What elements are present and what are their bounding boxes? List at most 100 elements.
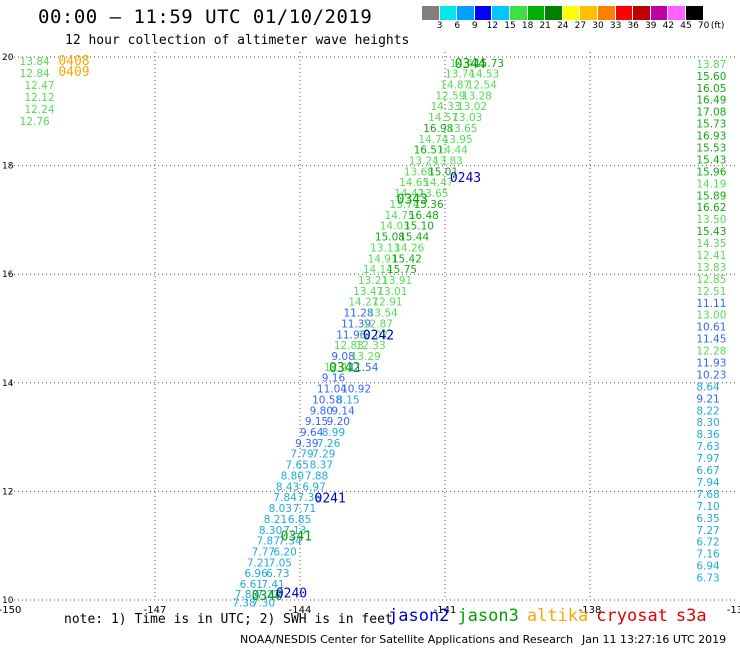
swh-value-label: 15.42 [392, 253, 422, 265]
swh-value-label: 13.74 [389, 199, 419, 211]
swh-value-label: 12.12 [25, 92, 55, 104]
swh-value-label: 13.24 [409, 156, 439, 168]
swh-value-label: 11.04 [317, 384, 347, 396]
swh-value-label: 7.16 [696, 549, 720, 561]
swh-value-label: 7.65 [286, 460, 309, 472]
pass-time-label: 0409 [58, 65, 89, 80]
swh-value-label: 14.87 [440, 79, 470, 91]
swh-value-label: 13.21 [358, 275, 388, 287]
swh-value-label: 12.28 [696, 346, 726, 358]
y-tick-label: 16 [2, 270, 14, 280]
colorbar-tick-label: 24 [557, 21, 569, 31]
swh-value-label: 8.64 [696, 381, 720, 393]
colorbar-tick-label: 33 [609, 21, 622, 31]
swh-value-label: 14.27 [348, 297, 378, 309]
swh-value-label: 7.29 [312, 449, 335, 461]
colorbar-swatch [457, 6, 475, 20]
swh-value-label: 9.39 [295, 438, 318, 450]
pass-time-label: 0243 [450, 171, 481, 186]
y-tick-label: 12 [2, 487, 13, 497]
swh-value-label: 13.74 [445, 69, 475, 81]
swh-value-label: 6.61 [240, 579, 263, 591]
swh-value-label: 16.49 [696, 95, 726, 107]
swh-value-label: 14.44 [450, 58, 480, 70]
swh-value-label: 17.08 [696, 107, 726, 119]
swh-value-label: 7.94 [696, 477, 720, 489]
colorbar-tick-label: 45 [680, 21, 692, 31]
legend-item-s3a: s3a [675, 606, 707, 626]
swh-value-label: 12.91 [373, 297, 403, 309]
swh-value-label: 12.85 [696, 274, 726, 286]
colorbar-swatch [650, 6, 669, 20]
swh-value-label: 13.47 [353, 286, 383, 298]
x-tick-label: -13 [727, 605, 740, 616]
swh-value-label: 9.08 [331, 351, 354, 363]
swh-value-label: 6.20 [273, 546, 296, 558]
swh-value-label: 8.80 [281, 470, 304, 482]
swh-value-label: 12.23 [324, 362, 354, 374]
swh-value-label: 13.68 [404, 166, 434, 178]
swh-value-label: 6.35 [696, 513, 719, 525]
swh-value-label: 12.59 [435, 90, 465, 102]
swh-value-label: 7.34 [278, 536, 302, 548]
swh-value-label: 13.02 [457, 101, 487, 113]
swh-value-label: 13.50 [696, 214, 726, 226]
swh-value-label: 9.15 [305, 416, 328, 428]
swh-value-label: 16.48 [409, 210, 439, 222]
swh-value-label: 14.65 [399, 177, 429, 189]
colorbar-swatch [545, 6, 563, 20]
swh-value-label: 9.20 [327, 416, 350, 428]
colorbar-tick-label: 42 [662, 21, 675, 31]
colorbar-swatch [580, 6, 598, 20]
swh-value-label: 13.65 [447, 123, 477, 135]
swh-value-label: 8.22 [696, 405, 719, 417]
swh-value-label: 7.22 [257, 589, 280, 601]
swh-value-label: 14.57 [428, 112, 458, 124]
swh-value-label: 6.85 [288, 514, 311, 526]
swh-value-label: 12.54 [467, 79, 497, 91]
swh-value-label: 14.14 [363, 264, 393, 276]
swh-value-label: 11.11 [696, 298, 726, 310]
swh-value-label: 14.47 [423, 177, 453, 189]
swh-value-label: 16.62 [696, 202, 726, 214]
swh-value-label: 8.43 [276, 481, 299, 493]
swh-value-label: 9.21 [696, 393, 719, 405]
swh-value-label: 7.68 [696, 489, 719, 501]
swh-value-label: 14.26 [394, 242, 424, 254]
swh-value-label: 8.36 [696, 429, 720, 441]
swh-value-label: 15.75 [387, 264, 417, 276]
swh-value-label: 10.58 [312, 394, 342, 406]
colorbar-tick-label: 70 [697, 21, 710, 31]
colorbar-swatch [474, 6, 493, 20]
colorbar-tick-label: 15 [504, 21, 516, 31]
swh-value-label: 15.43 [696, 154, 726, 166]
swh-value-label: 14.35 [696, 238, 726, 250]
swh-value-label: 7.38 [232, 598, 255, 610]
swh-value-label: 8.37 [310, 460, 333, 472]
colorbar-tick-label: 27 [574, 21, 587, 31]
swh-value-label: 7.36 [298, 492, 322, 504]
pass-time-label: 0342 [329, 361, 360, 376]
swh-value-label: 6.97 [302, 481, 325, 493]
swh-value-label: 7.71 [293, 503, 316, 515]
colorbar-tick-label: 30 [592, 21, 604, 31]
colorbar-swatch [685, 6, 704, 20]
swh-value-label: 11.93 [696, 358, 726, 370]
map-subtitle: 12 hour collection of altimeter wave hei… [65, 33, 410, 48]
swh-value-label: 13.00 [696, 310, 726, 322]
colorbar-tick-label: 21 [539, 21, 551, 31]
pass-time-label: 0340 [252, 589, 283, 604]
y-tick-label: 18 [2, 162, 14, 172]
swh-value-label: 15.36 [414, 199, 444, 211]
swh-value-label: 14.91 [368, 253, 398, 265]
swh-value-label: 15.96 [696, 166, 726, 178]
colorbar-swatch [422, 6, 440, 20]
swh-value-label: 7.88 [305, 470, 328, 482]
map-title: 00:00 – 11:59 UTC 01/10/2019 [38, 6, 373, 28]
swh-value-label: 8.15 [336, 394, 359, 406]
swh-value-label: 14.33 [431, 101, 461, 113]
swh-value-label: 12.51 [696, 286, 726, 298]
swh-value-label: 12.87 [363, 318, 393, 330]
